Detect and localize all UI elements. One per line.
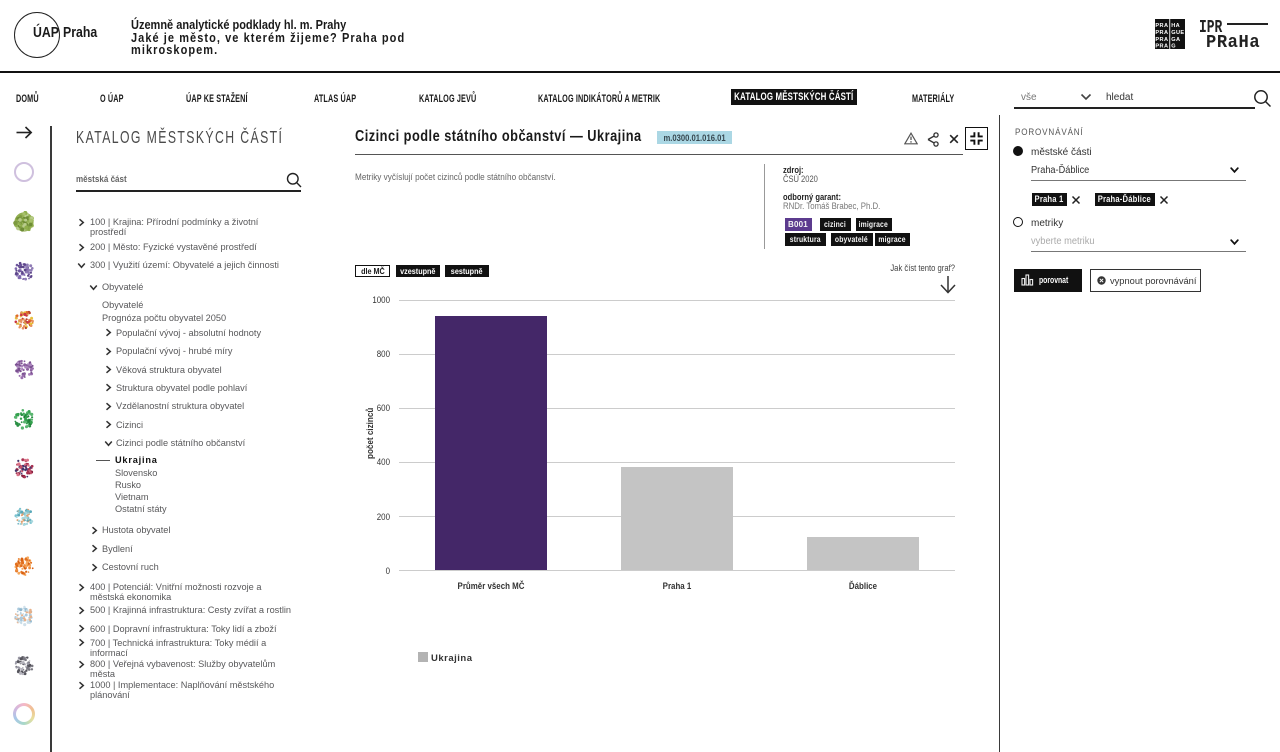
svg-text:PRA: PRA	[1155, 23, 1168, 29]
svg-text:PRA: PRA	[1155, 30, 1168, 36]
svg-text:GA: GA	[1171, 37, 1180, 43]
svg-text:PRA: PRA	[1155, 44, 1168, 49]
svg-text:GUE: GUE	[1171, 30, 1184, 36]
svg-text:G: G	[1171, 44, 1176, 49]
svg-text:PRA: PRA	[1155, 37, 1168, 43]
svg-text:HA: HA	[1171, 23, 1180, 29]
